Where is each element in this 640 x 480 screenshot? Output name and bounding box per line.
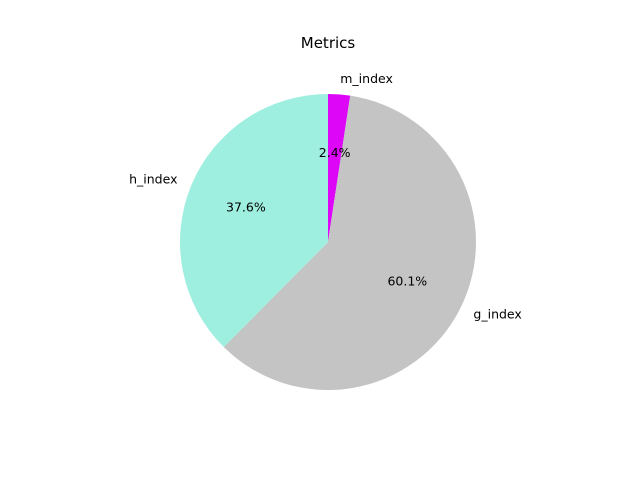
pie-slices bbox=[180, 94, 476, 390]
category-label-h-index: h_index bbox=[129, 171, 177, 186]
pie-slice-h-index bbox=[180, 94, 328, 348]
pie-labels: m_index 2.4% g_index 60.1% h_index 37.6% bbox=[129, 71, 522, 321]
percent-label-m-index: 2.4% bbox=[319, 145, 351, 160]
chart-title: Metrics bbox=[301, 34, 356, 52]
pie-slice-g-index bbox=[223, 95, 476, 390]
category-label-g-index: g_index bbox=[473, 307, 521, 322]
category-label-m-index: m_index bbox=[340, 71, 393, 86]
percent-label-g-index: 60.1% bbox=[387, 273, 427, 288]
percent-label-h-index: 37.6% bbox=[226, 200, 266, 215]
pie-slice-m-index bbox=[328, 94, 351, 242]
